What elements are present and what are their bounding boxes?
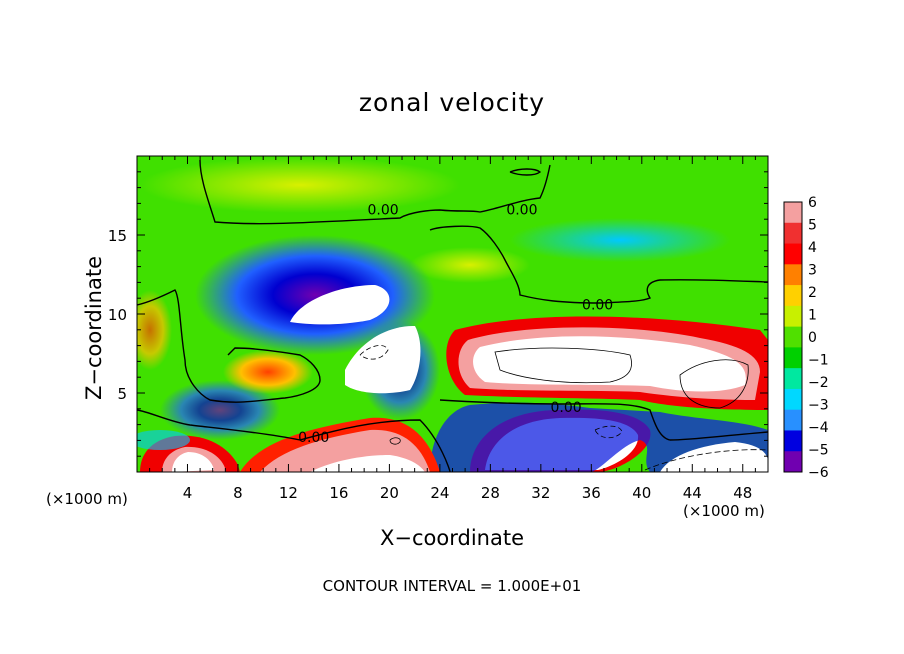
y-tick-label: 5: [117, 385, 127, 403]
z-unit-label: (×1000 m): [46, 490, 128, 508]
colorbar-frame: [783, 201, 803, 473]
y-axis-label: Z−coordinate: [82, 256, 106, 400]
x-tick-label: 28: [481, 484, 500, 502]
colorbar-swatch: [784, 430, 802, 452]
x-tick-label: 20: [380, 484, 399, 502]
x-tick-label: 48: [733, 484, 752, 502]
colorbar-tick-label: −6: [808, 465, 829, 481]
x-tick-label: 44: [683, 484, 702, 502]
contour-interval-note: CONTOUR INTERVAL = 1.000E+01: [322, 577, 582, 595]
colorbar-swatch: [784, 243, 802, 265]
y-tick-label: 10: [108, 306, 127, 324]
zero-contours: [137, 159, 768, 472]
x-tick-label: 24: [430, 484, 449, 502]
colorbar-swatch: [784, 264, 802, 286]
colorbar-swatch: [784, 451, 802, 473]
colorbar-tick-label: 0: [808, 330, 817, 346]
colorbar-tick-label: 3: [808, 263, 817, 279]
contour-label: 0.00: [506, 203, 537, 219]
colorbar-tick-label: 1: [808, 308, 817, 324]
x-axis-label: X−coordinate: [380, 526, 524, 550]
contour-labels: 0.00 0.00 0.00 0.00 0.00: [298, 203, 613, 447]
colorbar-tick-label: 2: [808, 285, 817, 301]
contour-label: 0.00: [550, 400, 581, 416]
colorbar-tick-label: −2: [808, 375, 829, 391]
contour-label: 0.00: [298, 430, 329, 446]
colorbar-swatch: [784, 368, 802, 390]
x-tick-label: 12: [279, 484, 298, 502]
colorbar-swatch: [784, 409, 802, 431]
x-tick-label: 8: [233, 484, 243, 502]
x-tick-label: 32: [531, 484, 550, 502]
colorbar-tick-label: 4: [808, 240, 817, 256]
colorbar-tick-label: 6: [808, 195, 817, 211]
colorbar: 6 5 4 3 2 1 0 −1 −2 −3 −4 −5 −6: [783, 195, 829, 481]
colorbar-swatch: [784, 326, 802, 348]
x-tick-label: 40: [632, 484, 651, 502]
x-tick-label: 36: [582, 484, 601, 502]
colorbar-tick-label: 5: [808, 218, 817, 234]
x-unit-label: (×1000 m): [683, 502, 765, 520]
colorbar-swatch: [784, 388, 802, 411]
colorbar-tick-label: −1: [808, 353, 829, 369]
x-tick-label: 4: [183, 484, 193, 502]
colorbar-swatch: [784, 285, 802, 307]
colorbar-swatch: [784, 222, 802, 245]
chart-title: zonal velocity: [358, 88, 546, 117]
contour-label: 0.00: [368, 203, 399, 219]
colorbar-swatch: [784, 202, 802, 224]
axis-ticks: [137, 156, 768, 472]
colorbar-swatch: [784, 305, 802, 328]
interior-contours: [359, 345, 768, 471]
colorbar-swatch: [784, 347, 802, 369]
x-tick-label: 16: [329, 484, 348, 502]
colorbar-tick-label: −4: [808, 420, 829, 436]
y-tick-label: 15: [108, 227, 127, 245]
heatmap-field: [137, 156, 768, 472]
colorbar-tick-label: −3: [808, 398, 829, 414]
contour-label: 0.00: [582, 298, 613, 314]
colorbar-tick-label: −5: [808, 443, 829, 459]
